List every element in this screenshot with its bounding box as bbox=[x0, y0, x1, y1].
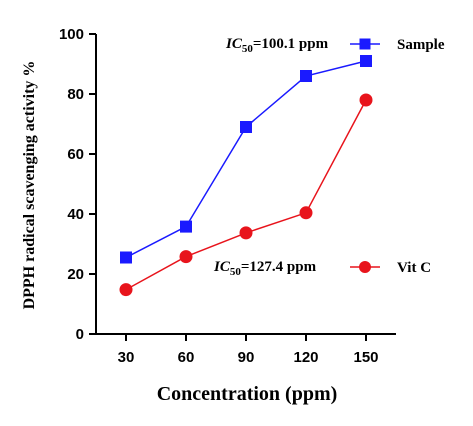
legend-item-vitc: Vit C bbox=[350, 260, 431, 276]
y-tick-label: 80 bbox=[67, 86, 84, 103]
x-tick-label: 30 bbox=[118, 349, 135, 366]
vitc-ic50-value: =127.4 ppm bbox=[241, 259, 317, 275]
series-layer bbox=[119, 55, 373, 297]
series-vit-c bbox=[119, 93, 373, 297]
x-axis-title: Concentration (ppm) bbox=[157, 383, 338, 405]
vitc-ic50-prefix: IC bbox=[213, 259, 231, 275]
y-tick-label: 100 bbox=[59, 26, 84, 43]
vitc-ic50-annotation: IC50=127.4 ppm bbox=[213, 259, 317, 278]
y-tick-label: 20 bbox=[67, 266, 84, 283]
legend-vitc-label: Vit C bbox=[397, 260, 431, 276]
legend-item-sample: Sample bbox=[350, 37, 445, 53]
y-tick-label: 40 bbox=[67, 206, 84, 223]
data-point-vit-c bbox=[299, 206, 313, 220]
data-point-vit-c bbox=[239, 226, 253, 240]
data-point-sample bbox=[120, 251, 132, 264]
legend-sample-marker bbox=[359, 38, 371, 50]
data-point-vit-c bbox=[179, 250, 193, 264]
ticks: 0 20 40 60 80 100 30 60 90 120 150 bbox=[59, 26, 379, 366]
axes bbox=[95, 34, 396, 335]
x-tick-label: 150 bbox=[353, 349, 378, 366]
data-point-sample bbox=[360, 55, 372, 67]
data-point-sample bbox=[300, 70, 312, 82]
data-point-vit-c bbox=[359, 93, 373, 107]
series-sample bbox=[120, 55, 372, 264]
data-point-vit-c bbox=[119, 283, 133, 297]
annotations: IC50=100.1 ppm IC50=127.4 ppm bbox=[213, 36, 329, 278]
legend-sample-label: Sample bbox=[397, 37, 445, 53]
sample-ic50-prefix: IC bbox=[225, 36, 243, 52]
sample-ic50-annotation: IC50=100.1 ppm bbox=[225, 36, 329, 55]
sample-ic50-value: =100.1 ppm bbox=[253, 36, 329, 52]
x-tick-label: 60 bbox=[178, 349, 195, 366]
sample-ic50-subscript: 50 bbox=[242, 43, 254, 55]
y-tick-label: 0 bbox=[76, 326, 84, 343]
y-axis-title: DPPH radical scavenging activity % bbox=[21, 61, 38, 310]
data-point-sample bbox=[240, 121, 252, 133]
data-point-sample bbox=[180, 220, 192, 233]
legend: Sample Vit C bbox=[350, 37, 445, 276]
vitc-ic50-subscript: 50 bbox=[230, 266, 242, 278]
x-tick-label: 120 bbox=[293, 349, 318, 366]
y-tick-label: 60 bbox=[67, 146, 84, 163]
x-tick-label: 90 bbox=[238, 349, 255, 366]
legend-vitc-marker bbox=[359, 261, 371, 273]
